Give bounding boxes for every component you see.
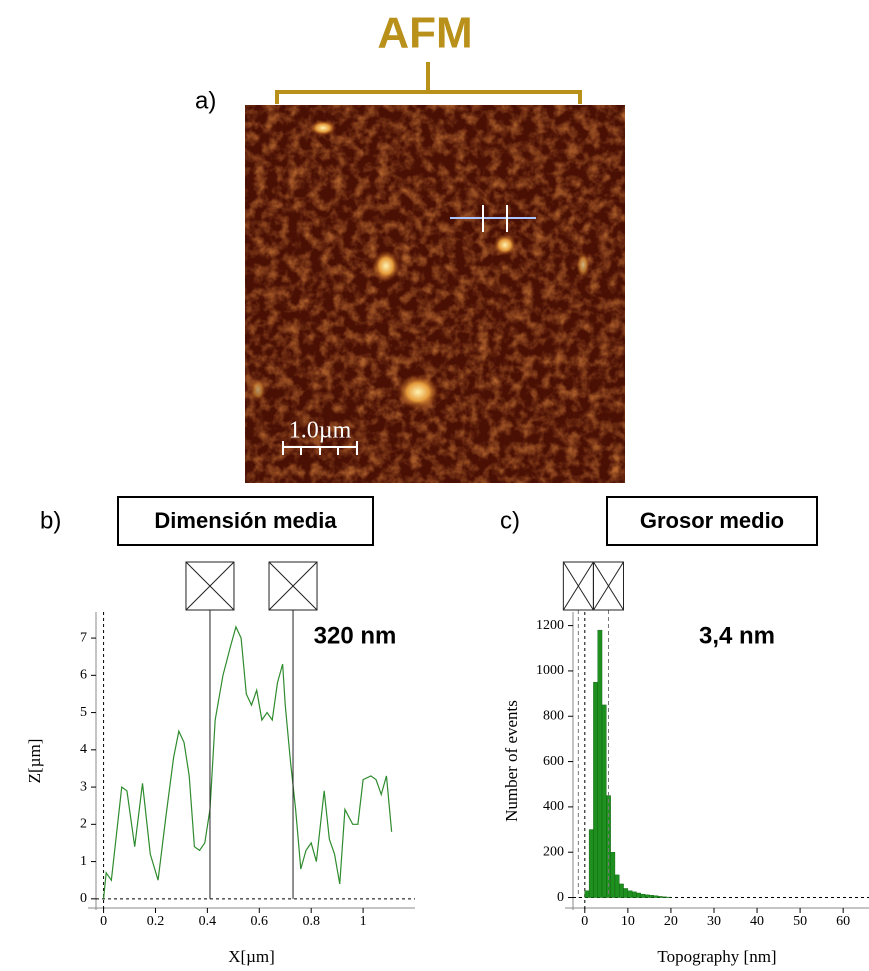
y-tick-label: 200 — [543, 844, 564, 859]
histogram-bar — [619, 883, 624, 898]
x-tick-label: 0.8 — [302, 914, 320, 929]
y-tick-label: 4 — [80, 742, 87, 757]
histogram-bar — [636, 892, 641, 898]
annotation: 3,4 nm — [699, 622, 775, 649]
bracket — [275, 62, 582, 104]
x-axis-label: Topography [nm] — [657, 947, 776, 966]
cursor-cross — [593, 561, 624, 611]
cursor-cross — [562, 561, 594, 611]
scale-bar-label: 1.0µm — [289, 418, 352, 444]
y-tick-label: 1200 — [536, 618, 564, 633]
y-tick-label: 7 — [80, 630, 87, 645]
x-tick-label: 50 — [793, 914, 807, 929]
histogram-bar — [657, 896, 663, 898]
y-tick-label: 800 — [543, 708, 564, 723]
label-box-text: Grosor medio — [640, 508, 784, 533]
histogram-bar — [653, 895, 659, 898]
x-tick-label: 0 — [100, 914, 107, 929]
label-box — [117, 496, 374, 546]
y-tick-label: 0 — [80, 891, 87, 906]
x-tick-label: 0.2 — [147, 914, 165, 929]
panel-label: c) — [500, 507, 520, 534]
histogram-bar — [640, 893, 646, 898]
x-tick-label: 0.4 — [199, 914, 217, 929]
x-axis-label: X[µm] — [228, 947, 275, 966]
histogram-bar — [649, 895, 654, 898]
panel-label: b) — [40, 507, 61, 534]
y-axis-label: Z[µm] — [25, 739, 44, 784]
histogram-bar — [606, 795, 611, 898]
figure-title: AFM — [377, 9, 472, 58]
x-tick-label: 20 — [664, 914, 678, 929]
histogram-bar — [588, 829, 594, 898]
histogram-bar — [623, 888, 629, 898]
panel-label: a) — [195, 87, 216, 114]
y-tick-label: 5 — [80, 705, 87, 720]
histogram-bar — [584, 890, 590, 898]
x-tick-label: 10 — [621, 914, 635, 929]
afm-image — [245, 105, 625, 483]
y-tick-label: 6 — [80, 668, 87, 683]
x-tick-label: 40 — [750, 914, 764, 929]
x-tick-label: 60 — [836, 914, 850, 929]
x-tick-label: 0 — [581, 914, 588, 929]
histogram-bar — [614, 874, 620, 898]
histogram-bar — [597, 629, 603, 898]
histogram-bar — [601, 704, 607, 898]
histogram-bar — [627, 890, 633, 898]
cursor-box — [592, 561, 624, 611]
cursor-cross — [185, 561, 235, 611]
y-tick-label: 1000 — [536, 663, 564, 678]
x-tick-label: 1 — [360, 914, 367, 929]
y-tick-label: 0 — [557, 890, 564, 905]
histogram-bar — [631, 891, 637, 898]
annotation: 320 nm — [314, 622, 397, 649]
cursor-box — [185, 561, 235, 611]
cursor-cross — [268, 561, 318, 611]
histogram-bar — [644, 894, 650, 898]
data-line — [102, 625, 393, 899]
y-axis-label: Number of events — [502, 700, 521, 822]
label-box — [606, 496, 818, 546]
x-tick-label: 30 — [707, 914, 721, 929]
x-tick-label: 0.6 — [251, 914, 269, 929]
label-box-text: Dimensión media — [154, 508, 337, 533]
y-tick-label: 600 — [543, 754, 564, 769]
y-tick-label: 2 — [80, 817, 87, 832]
histogram-bar — [662, 896, 667, 898]
histogram-bar — [593, 682, 598, 898]
y-tick-label: 400 — [543, 799, 564, 814]
y-tick-label: 1 — [80, 854, 87, 869]
y-tick-label: 3 — [80, 779, 87, 794]
cursor-box — [268, 561, 318, 611]
histogram-bar — [610, 852, 616, 898]
